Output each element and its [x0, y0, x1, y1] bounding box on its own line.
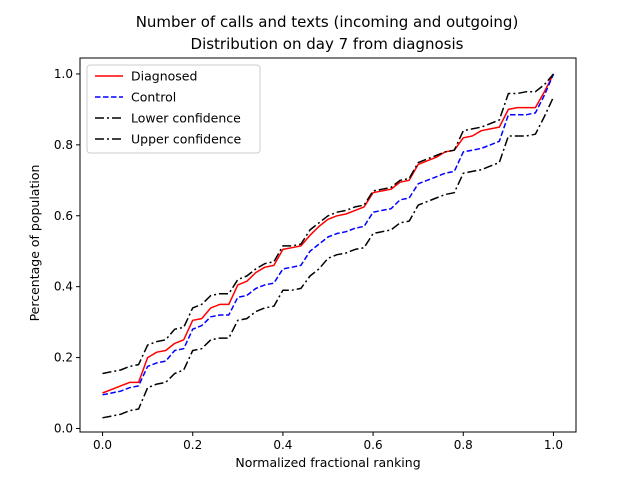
legend-label: Upper confidence	[131, 132, 242, 147]
chart-subtitle: Distribution on day 7 from diagnosis	[191, 35, 464, 53]
y-tick-label: 0.6	[54, 209, 73, 223]
y-tick-label: 0.2	[54, 351, 73, 365]
chart-title: Number of calls and texts (incoming and …	[136, 13, 519, 31]
series-line-control	[102, 73, 555, 396]
y-tick-label: 1.0	[54, 67, 73, 81]
legend-label: Diagnosed	[131, 69, 197, 84]
y-axis: 0.0 0.2 0.4 0.6 0.8 1.0	[54, 67, 80, 435]
x-tick-label: 1.0	[544, 438, 563, 452]
legend-box	[86, 64, 261, 154]
series-line-upper-confidence	[102, 73, 555, 375]
series-line-lower-confidence	[102, 96, 555, 419]
legend: Diagnosed Control Lower confidence Upper co…	[86, 64, 261, 154]
x-axis: 0.0 0.2 0.4 0.6 0.8 1.0	[93, 432, 563, 452]
series-layer	[102, 73, 555, 419]
x-tick-label: 0.2	[183, 438, 202, 452]
y-tick-label: 0.4	[54, 280, 73, 294]
legend-label: Lower confidence	[131, 111, 241, 126]
legend-label: Control	[131, 90, 176, 105]
plot-frame	[79, 57, 577, 433]
y-tick-label: 0.0	[54, 421, 73, 435]
x-tick-label: 0.0	[93, 438, 112, 452]
x-tick-label: 0.6	[364, 438, 383, 452]
x-tick-label: 0.8	[454, 438, 473, 452]
x-tick-label: 0.4	[273, 438, 292, 452]
y-axis-label: Percentage of population	[27, 165, 42, 322]
x-axis-label: Normalized fractional ranking	[235, 455, 420, 470]
series-line-diagnosed	[102, 73, 555, 394]
y-tick-label: 0.8	[54, 138, 73, 152]
